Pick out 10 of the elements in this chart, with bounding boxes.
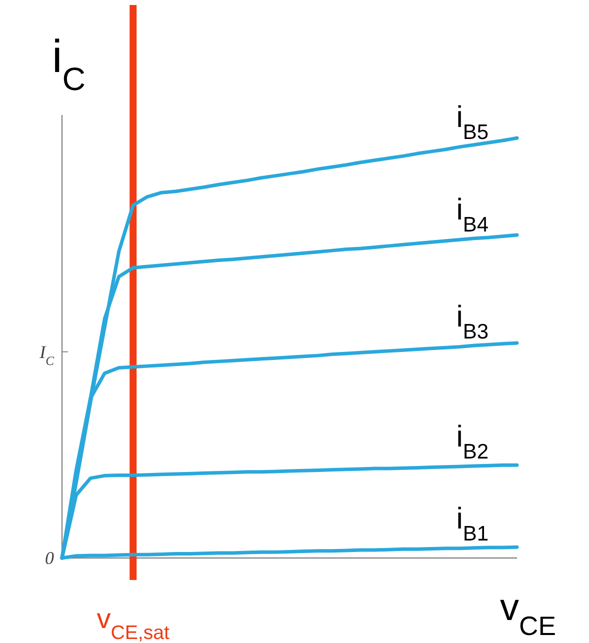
series-label: i$_{B5}$ [456,100,489,144]
text: 0 [45,548,54,568]
series-label: i$_{B1}$ [456,502,489,545]
series-label: i$_{B2}$ [456,420,489,463]
series-label: i$_{B3}$ [456,300,489,344]
y-axis-title: i$_{C}$ [52,30,86,97]
text: I$_{C}$ [38,342,55,368]
series-label: i$_{B4}$ [456,194,489,236]
text: v$_{CE,sat}$ [96,603,170,643]
x-axis-title: v$_{CE}$ [500,587,556,641]
